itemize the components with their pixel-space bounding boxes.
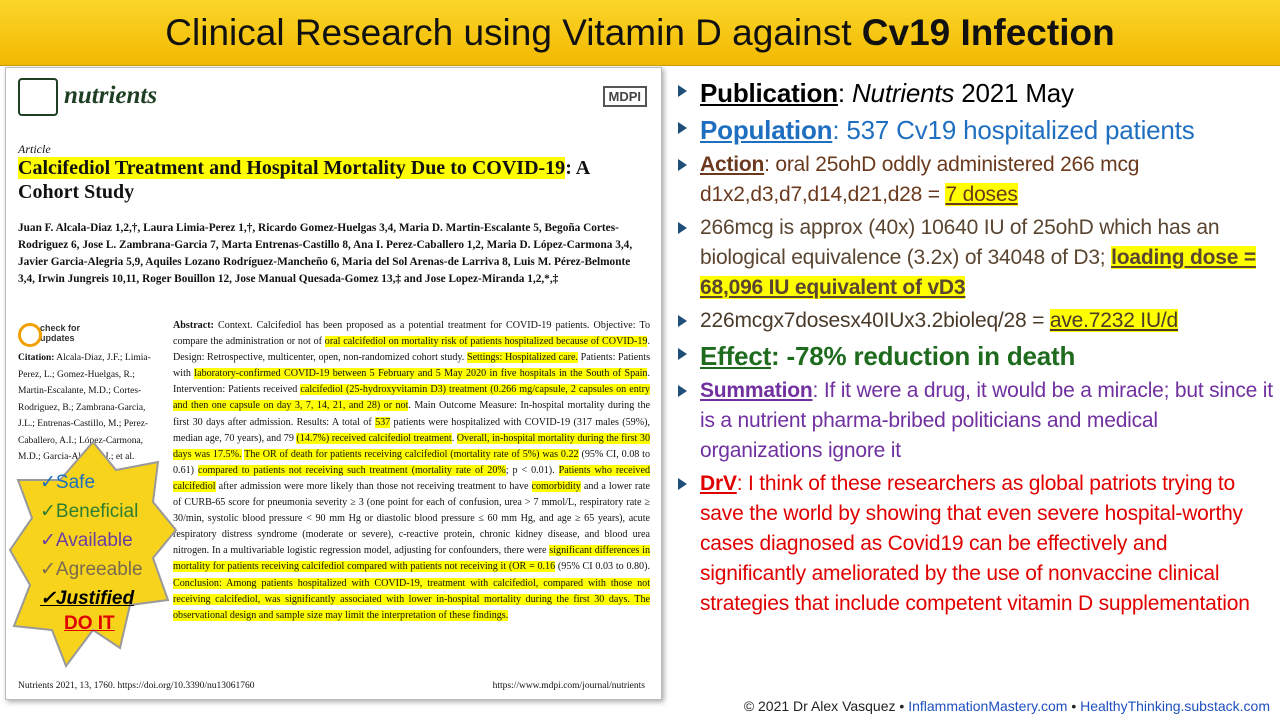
journal-logo: [18, 78, 58, 116]
text-segment: :: [837, 78, 852, 108]
text-segment: oral calcifediol on mortality risk of pa…: [324, 336, 648, 348]
text-segment: : If it were a drug, it would be a mirac…: [700, 379, 1273, 462]
text-segment: Publication: [700, 78, 838, 108]
text-segment: Conclusion: Among patients hospitalized …: [173, 577, 650, 621]
citation-text: Alcala-Diaz, J.F.; Limia-Perez, L.; Gome…: [18, 353, 151, 462]
bullet: 266mcg is approx (40x) 10640 IU of 25ohD…: [676, 213, 1276, 303]
title-bold: Cv19 Infection: [861, 12, 1115, 53]
text-segment: 266mcg is approx (40x) 10640 IU of 25ohD…: [700, 216, 1220, 269]
text-segment: . Main Outcome Measure: In-hospital mort…: [173, 400, 651, 428]
text-segment: ; p < 0.01).: [505, 464, 559, 476]
text-segment: DrV: [700, 472, 737, 495]
journal: nutrients: [64, 82, 158, 109]
text-segment: 537: [375, 416, 391, 428]
header: Clinical Research using Vitamin D agains…: [0, 0, 1280, 66]
badge-item: ✓Justified: [40, 588, 135, 609]
paper-url: https://www.mdpi.com/journal/nutrients: [492, 681, 645, 691]
text-segment: . Intervention: Patients received: [173, 368, 651, 396]
badge-shape: [8, 440, 178, 668]
text-segment: compared to patients not receiving such …: [197, 464, 506, 476]
text-segment: Population: [700, 115, 833, 145]
text-segment: : oral 25ohD oddly administered 266 mcg …: [700, 153, 1140, 206]
text-segment: (14.7%) received calcifediol treatment: [296, 432, 452, 444]
title: Clinical Research using Vitamin D agains…: [165, 12, 862, 53]
footer-part: © 2021 Dr Alex Vasquez •: [743, 698, 909, 714]
text-segment: laboratory-confirmed COVID-19 between 5 …: [194, 368, 648, 380]
citation: Citation: Alcala-Diaz, J.F.; Limia-Perez…: [18, 350, 163, 466]
footer-part: •: [1067, 698, 1081, 714]
text-segment: 226mcgx7dosesx40IUx3.2bioleq/28 =: [700, 309, 1050, 332]
text-segment: Context. Calcifediol has been proposed a…: [173, 320, 650, 348]
publisher: MDPI: [602, 86, 647, 107]
text-segment: .: [451, 432, 457, 444]
text-segment: : I think of these researchers as global…: [700, 472, 1250, 615]
text-segment: comorbidity: [531, 480, 581, 492]
bullets: Publication: Nutrients 2021 May Populatio…: [676, 76, 1276, 688]
badge-item: ✓Agreeable: [40, 559, 143, 580]
text-segment: patients were hospitalized with COVID-19…: [173, 416, 650, 444]
text-segment: Calcifediol Treatment and Hospital Morta…: [18, 157, 566, 179]
bullet: DrV: I think of these researchers as glo…: [676, 469, 1276, 619]
text-segment: (95% CI 0.03 to 0.80).: [555, 561, 650, 573]
citation-label: Citation:: [18, 353, 55, 363]
badge: ✓Safe ✓Beneficial ✓Available ✓Agreeable ✓Jus…: [40, 468, 160, 635]
text-segment: Settings: Hospitalized care.: [466, 352, 578, 364]
text-segment: and a lower rate of CURB-65 score for pn…: [173, 480, 651, 557]
text-segment: Effect: [700, 341, 772, 371]
text-segment: after admission were more likely than th…: [215, 480, 532, 492]
text-segment: : A Cohort Study: [18, 157, 590, 203]
text-segment: : -78% reduction in death: [771, 341, 1076, 371]
badge-item: ✓Available: [40, 530, 133, 551]
text-segment: (95% CI, 0.08 to 0.61): [173, 448, 651, 476]
text-segment: . Design: Retrospective, multicenter, op…: [173, 336, 650, 364]
bullet: Summation: If it were a drug, it would b…: [676, 376, 1276, 466]
footer-part: HealthyThinking.substack.com: [1080, 698, 1270, 714]
text-segment: 2021 May: [954, 78, 1074, 108]
footer: © 2021 Dr Alex Vasquez • InflammationMas…: [744, 698, 1270, 714]
badge-item: ✓Safe: [40, 472, 96, 493]
bullet: Effect: -78% reduction in death: [676, 339, 1276, 373]
paper-title: Calcifediol Treatment and Hospital Morta…: [18, 156, 598, 204]
text-segment: Nutrients: [851, 78, 955, 108]
text-segment: ave.7232 IU/d: [1049, 309, 1179, 332]
text-segment: The OR of death for patients receiving c…: [244, 448, 579, 460]
article-type: Article: [18, 142, 51, 156]
bullet: Action: oral 25ohD oddly administered 26…: [676, 150, 1276, 210]
paper-footer: Nutrients 2021, 13, 1760. https://doi.or…: [18, 681, 255, 691]
text-segment: 7 doses: [945, 183, 1018, 206]
text-segment: Patients: Patients with: [173, 352, 651, 380]
badge-item: ✓Beneficial: [40, 501, 139, 522]
bullet: 226mcgx7dosesx40IUx3.2bioleq/28 = ave.72…: [676, 306, 1276, 336]
text-segment: Summation: [700, 379, 813, 402]
text-segment: : 537 Cv19 hospitalized patients: [832, 115, 1195, 145]
paper: nutrients MDPI Article Calcifediol Treat…: [5, 67, 662, 700]
authors: Juan F. Alcala-Diaz 1,2,†, Laura Limia-P…: [18, 222, 633, 285]
bullet: Population: 537 Cv19 hospitalized patien…: [676, 113, 1276, 147]
text-segment: Action: [700, 153, 765, 176]
check-updates: check for updates: [18, 323, 88, 347]
footer-part: InflammationMastery.com: [908, 698, 1068, 714]
abstract: Abstract: Context. Calcifediol has been …: [173, 318, 650, 624]
badge-item: DO IT: [64, 613, 115, 634]
text-segment: Abstract:: [173, 320, 214, 331]
bullet: Publication: Nutrients 2021 May: [676, 76, 1276, 110]
